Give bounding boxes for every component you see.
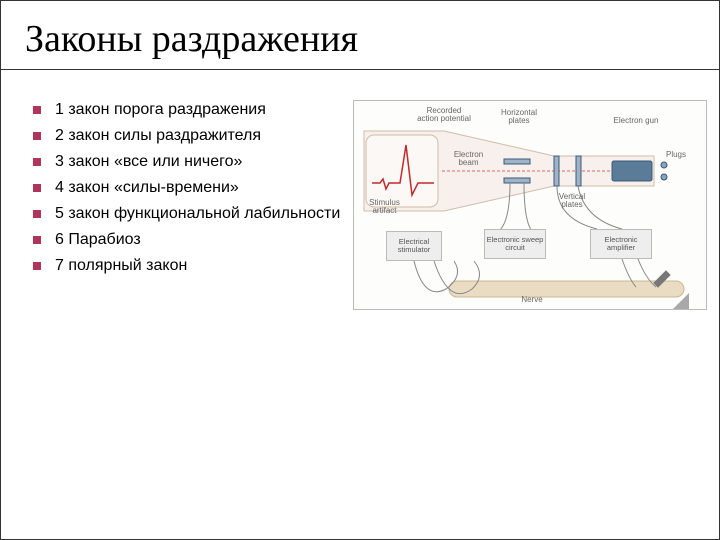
bullet-text: 7 полярный закон: [55, 256, 187, 276]
bullet-icon: [33, 236, 41, 244]
slide-title: Законы раздражения: [1, 1, 719, 70]
bullet-text: 5 закон функциональной лабильности: [55, 204, 340, 224]
label-stimulus-artifact: Stimulusartifact: [362, 199, 407, 216]
bullet-icon: [33, 184, 41, 192]
oscilloscope-diagram: Recordedaction potential Horizontalplate…: [353, 100, 707, 310]
bullet-icon: [33, 158, 41, 166]
list-item: 6 Парабиоз: [33, 230, 353, 250]
bullet-icon: [33, 132, 41, 140]
label-electron-gun: Electron gun: [606, 117, 666, 125]
box-sweep-circuit: Electronic sweep circuit: [484, 229, 546, 259]
bullet-list: 1 закон порога раздражения 2 закон силы …: [33, 100, 353, 310]
list-item: 5 закон функциональной лабильности: [33, 204, 353, 224]
box-electronic-amplifier: Electronic amplifier: [590, 229, 652, 259]
list-item: 2 закон силы раздражителя: [33, 126, 353, 146]
list-item: 7 полярный закон: [33, 256, 353, 276]
list-item: 4 закон «силы-времени»: [33, 178, 353, 198]
label-vertical-plates: Verticalplates: [552, 193, 592, 210]
bullet-text: 4 закон «силы-времени»: [55, 178, 239, 198]
label-plugs: Plugs: [662, 151, 690, 159]
bullet-icon: [33, 210, 41, 218]
bullet-text: 2 закон силы раздражителя: [55, 126, 261, 146]
content-area: 1 закон порога раздражения 2 закон силы …: [1, 70, 719, 310]
label-horizontal-plates: Horizontalplates: [494, 109, 544, 126]
bullet-icon: [33, 262, 41, 270]
list-item: 3 закон «все или ничего»: [33, 152, 353, 172]
bullet-text: 6 Парабиоз: [55, 230, 141, 250]
label-electron-beam: Electronbeam: [446, 151, 491, 168]
label-recorded-ap: Recordedaction potential: [409, 107, 479, 124]
bullet-text: 1 закон порога раздражения: [55, 100, 266, 120]
list-item: 1 закон порога раздражения: [33, 100, 353, 120]
bullet-text: 3 закон «все или ничего»: [55, 152, 242, 172]
box-electrical-stimulator: Electrical stimulator: [386, 231, 442, 261]
bullet-icon: [33, 106, 41, 114]
label-nerve: Nerve: [512, 296, 552, 304]
